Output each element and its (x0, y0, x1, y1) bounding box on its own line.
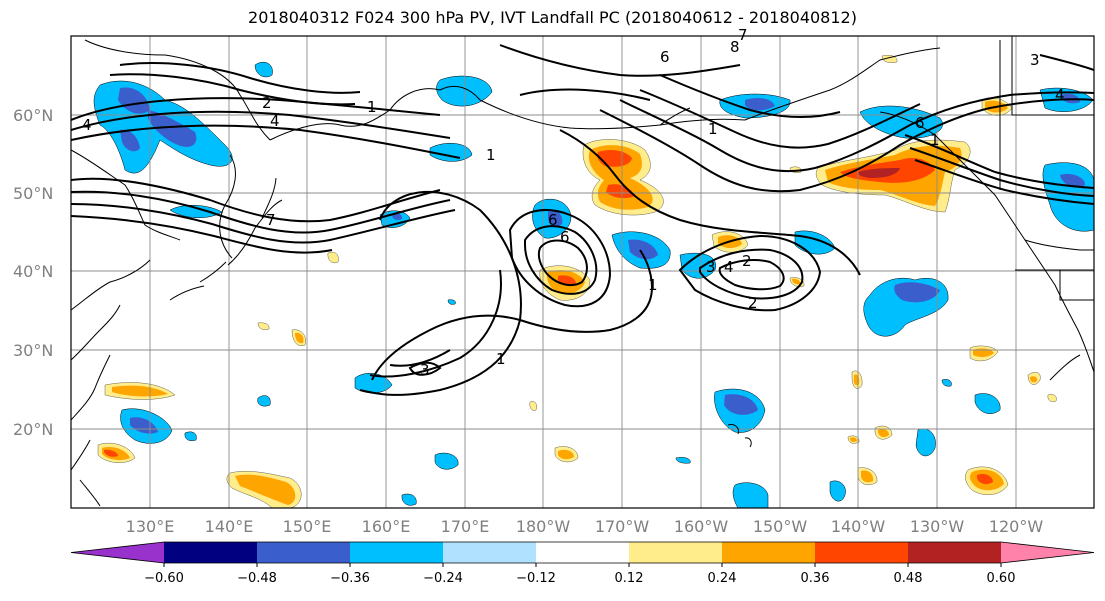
contour-label: 6 (915, 114, 925, 132)
contour-label: 2 (262, 94, 272, 112)
colorbar-tick-label: 0.36 (801, 571, 830, 586)
lat-label: 20°N (13, 420, 53, 439)
lon-label: 130°E (126, 517, 175, 536)
colorbar-bin (1001, 542, 1094, 563)
colorbar-tick-label: −0.12 (516, 571, 556, 586)
lon-label: 150°W (753, 517, 808, 536)
contour-label: 3 (706, 258, 716, 276)
contour-label: 1 (496, 350, 506, 368)
colorbar-tick-label: 0.48 (894, 571, 923, 586)
colorbar-tick-label: −0.36 (330, 571, 370, 586)
contour-label: 6 (548, 211, 558, 229)
contour-label: 6 (660, 48, 670, 66)
colorbar-bin (815, 542, 909, 563)
colorbar-tick-label: −0.48 (237, 571, 277, 586)
contour-label: 1 (367, 98, 377, 116)
lon-label: 160°W (674, 517, 729, 536)
contour-label: 4 (82, 116, 92, 134)
contour-label: 3 (1030, 51, 1040, 69)
contour-label: 1 (930, 131, 940, 149)
contour-label: 1 (708, 120, 718, 138)
lon-label: 170°W (595, 517, 650, 536)
colorbar-bin (722, 542, 816, 563)
contour-label: 4 (724, 258, 734, 276)
longitude-labels: 130°E 140°E 150°E 160°E 170°E 180°W 170°… (126, 517, 1044, 536)
colorbar-tick-label: −0.60 (144, 571, 184, 586)
very-strong-positive-anomalies (857, 168, 900, 178)
contour-label: 8 (730, 38, 740, 56)
colorbar-bin (536, 542, 630, 563)
latitude-labels: 60°N 50°N 40°N 30°N 20°N (13, 106, 53, 439)
lon-label: 140°W (831, 517, 886, 536)
contour-label: 6 (560, 228, 570, 246)
lon-label: 180°W (516, 517, 571, 536)
contour-label: 4 (1055, 86, 1065, 104)
stronger-negative-anomalies (118, 87, 1085, 434)
contour-label: 4 (270, 112, 280, 130)
colorbar-bin (629, 542, 723, 563)
colorbar-tick-label: −0.24 (423, 571, 463, 586)
pv-contours (71, 44, 1094, 396)
contour-label: 7 (266, 211, 276, 229)
contour-label: 2 (748, 294, 758, 312)
lon-label: 120°W (989, 517, 1044, 536)
map-title: 2018040312 F024 300 hPa PV, IVT Landfall… (248, 8, 857, 27)
lon-label: 160°E (362, 517, 411, 536)
colorbar-bin (908, 542, 1002, 563)
colorbar-tick-label: 0.12 (615, 571, 644, 586)
lat-label: 30°N (13, 341, 53, 360)
map-frame (70, 35, 1095, 509)
contour-label: 2 (742, 252, 752, 270)
lat-label: 60°N (13, 106, 53, 125)
contour-label: 7 (738, 26, 748, 44)
colorbar-tick-label: 0.24 (708, 571, 737, 586)
contour-label: 3 (420, 361, 430, 379)
contour-label: 1 (486, 146, 496, 164)
colorbar-bin (257, 542, 351, 563)
lon-label: 150°E (283, 517, 332, 536)
colorbar: −0.60 −0.48 −0.36 −0.24 −0.12 0.12 0.24 0.36 0.4… (70, 541, 1095, 586)
colorbar-bin (443, 542, 537, 563)
colorbar-bin (164, 542, 258, 563)
graticule (71, 36, 1094, 508)
lon-label: 130°W (910, 517, 965, 536)
lon-label: 170°E (441, 517, 490, 536)
contour-label: 1 (648, 276, 658, 294)
colorbar-bin (71, 542, 164, 563)
lat-label: 40°N (13, 262, 53, 281)
colorbar-bin (350, 542, 444, 563)
colorbar-tick-label: 0.60 (987, 571, 1016, 586)
contour-labels: 4 2 4 1 6 8 7 6 1 6 3 4 2 1 2 3 1 1 7 6 … (82, 26, 1065, 379)
lat-label: 50°N (13, 184, 53, 203)
lon-label: 140°E (205, 517, 254, 536)
